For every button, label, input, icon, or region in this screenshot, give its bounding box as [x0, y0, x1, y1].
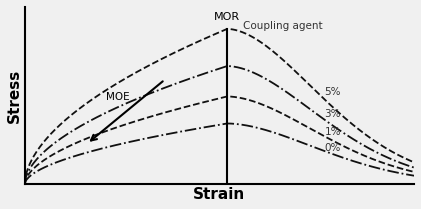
Text: MOR: MOR	[214, 12, 240, 22]
Text: Coupling agent: Coupling agent	[243, 20, 322, 31]
Text: 5%: 5%	[325, 87, 341, 97]
Text: 3%: 3%	[325, 109, 341, 119]
Text: 0%: 0%	[325, 143, 341, 153]
X-axis label: Strain: Strain	[193, 187, 245, 202]
Text: MOE: MOE	[107, 92, 130, 102]
Y-axis label: Stress: Stress	[7, 69, 22, 123]
Text: 1%: 1%	[325, 127, 341, 137]
